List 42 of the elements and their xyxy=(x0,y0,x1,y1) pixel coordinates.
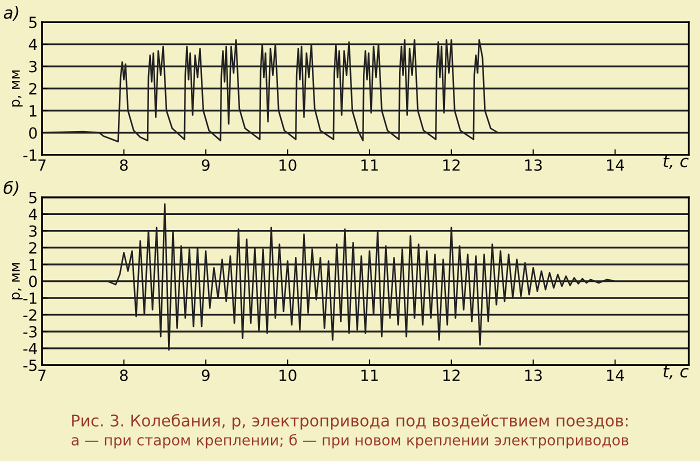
x-tick-label: 11 xyxy=(361,370,378,381)
x-tick-label: 8 xyxy=(120,159,128,171)
x-tick-label: 7 xyxy=(38,160,46,171)
y-tick-label: 0 xyxy=(29,276,37,288)
y-tick-label: 5 xyxy=(29,16,36,28)
x-tick-label: 9 xyxy=(202,370,210,382)
x-tick-label: 9 xyxy=(202,159,210,171)
y-tick-label: 1 xyxy=(30,259,36,270)
x-tick-label: 10 xyxy=(280,159,296,171)
y-tick-label: -3 xyxy=(23,326,37,338)
y-tick-label: 3 xyxy=(29,225,37,237)
y-tick-label: -2 xyxy=(23,309,36,321)
y-tick-label: 1 xyxy=(30,105,36,116)
x-tick-label: 12 xyxy=(443,370,460,381)
y-tick-label: 2 xyxy=(29,82,36,94)
y-tick-label: 4 xyxy=(28,38,37,50)
y-axis-title: p, мм xyxy=(12,70,23,107)
x-tick-label: 8 xyxy=(120,370,128,382)
y-tick-label: 5 xyxy=(29,192,36,204)
x-tick-label: 13 xyxy=(525,370,542,382)
text: а — при старом креплении; б — при новом креплении электроприводов xyxy=(72,434,628,448)
chart-title: б) xyxy=(4,180,18,196)
x-tick-label: 10 xyxy=(280,370,296,382)
x-axis-title: t, с xyxy=(664,366,689,380)
y-tick-label: 0 xyxy=(29,127,37,139)
x-axis-title: t, с xyxy=(664,155,689,170)
x-tick-label: 13 xyxy=(525,159,542,171)
x-tick-label: 14 xyxy=(607,160,624,171)
y-tick-label: -1 xyxy=(23,150,36,161)
y-tick-label: -1 xyxy=(23,292,36,304)
x-tick-label: 11 xyxy=(361,160,378,171)
y-tick-label: -4 xyxy=(23,342,37,354)
x-tick-label: 14 xyxy=(607,370,624,381)
y-tick-label: 3 xyxy=(29,60,37,72)
x-tick-label: 12 xyxy=(443,159,460,171)
y-tick-label: 4 xyxy=(28,208,37,220)
y-tick-label: 2 xyxy=(29,242,36,254)
text: Рис. 3. Колебания, p, электропривода под воздействием поездов: xyxy=(72,414,628,430)
chart-title: а) xyxy=(4,6,18,21)
y-axis-title: p, мм xyxy=(12,263,23,300)
y-tick-label: -5 xyxy=(23,360,36,372)
x-tick-label: 7 xyxy=(38,370,46,381)
